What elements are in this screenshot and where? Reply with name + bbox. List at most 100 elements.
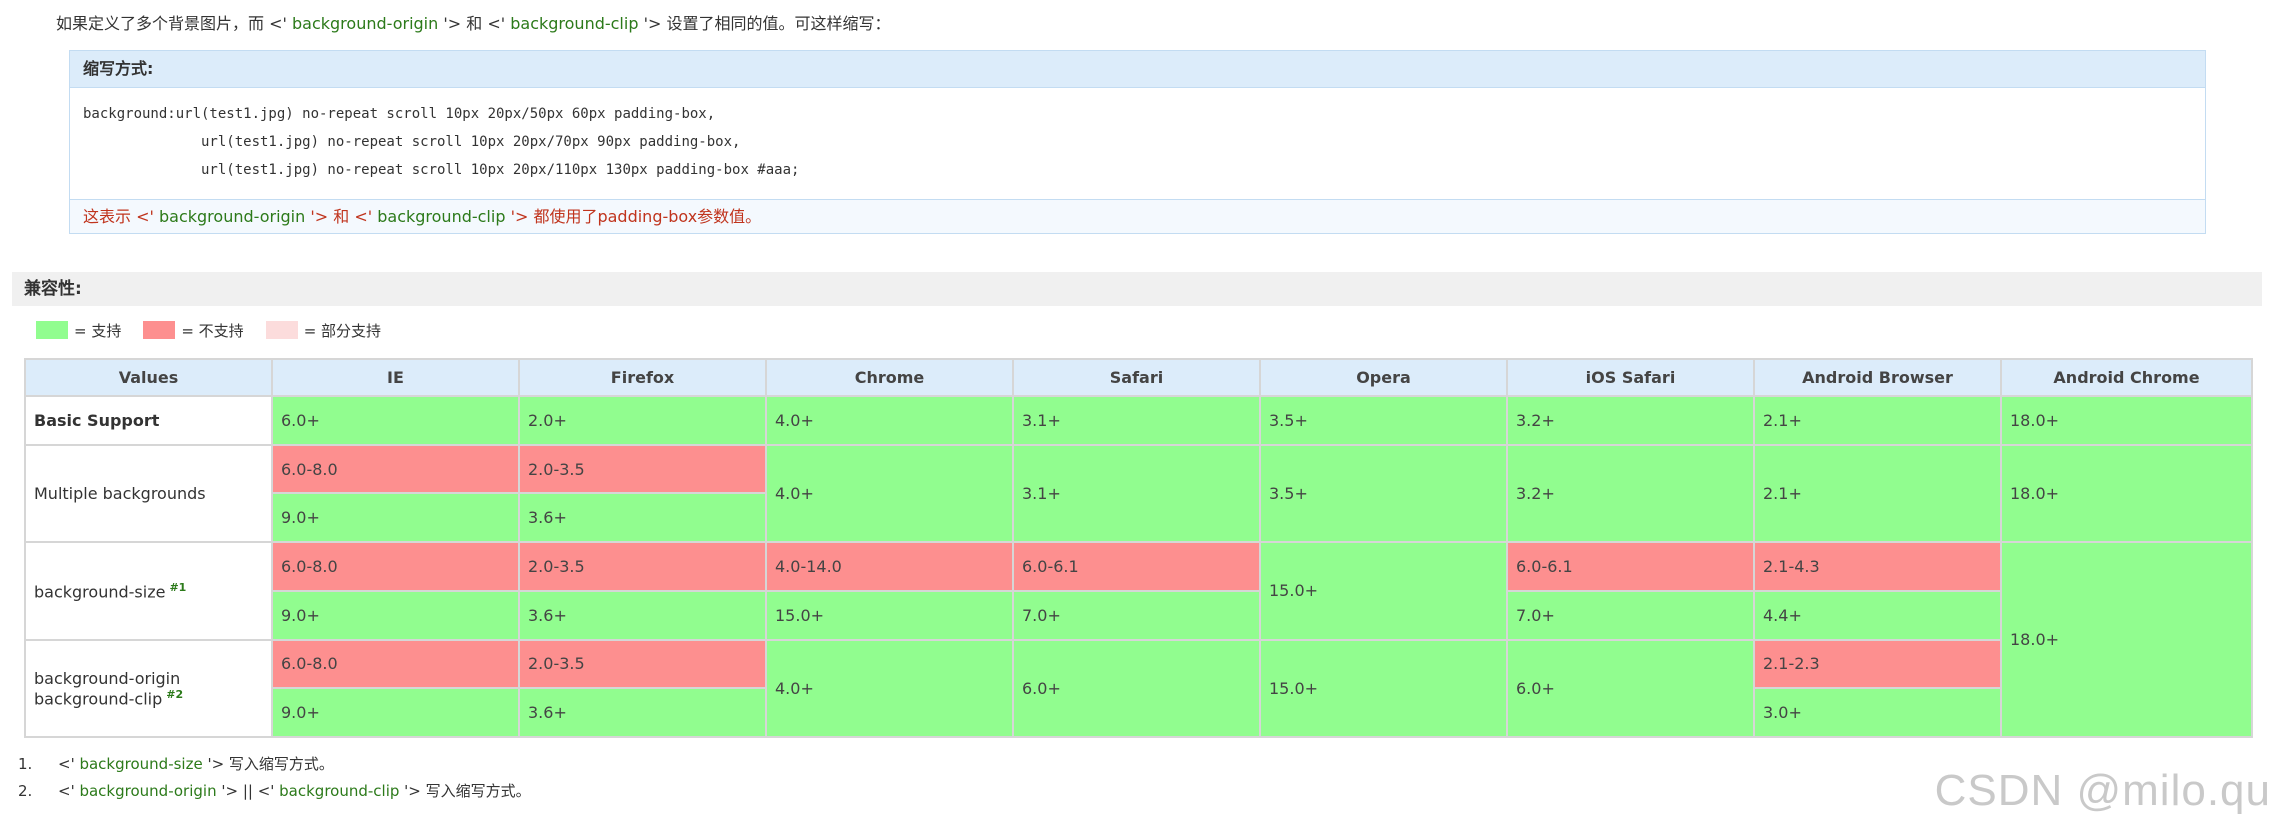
table-cell: 4.0-14.0 [765,541,1014,592]
table-cell: 3.6+ [518,589,767,641]
intro-prop-clip[interactable]: background-clip [505,14,644,33]
table-row: background-origin background-clip #2 6.0-8… [24,638,2252,739]
table-cell: 15.0+ [1259,638,1508,739]
table-row: Multiple backgrounds 6.0-8.0 2.0-3.5 4.0… [24,443,2253,544]
table-cell: 2.0-3.5 [518,541,767,592]
footnote-text: '> 写入缩写方式。 [404,782,531,800]
table-cell: 18.0+ [2000,443,2253,544]
table-cell: 2.0-3.5 [518,443,767,495]
header-ie: IE [271,358,520,397]
footer-prop-origin[interactable]: background-origin [153,207,311,226]
footer-mid: '> 和 <' [310,207,373,226]
table-cell: 9.0+ [271,589,520,641]
table-row: 9.0+ 3.6+ 15.0+ 7.0+ 7.0+ 4.4+ [25,589,2252,641]
watermark: CSDN @milo.qu [1934,766,2271,815]
table-row: Basic Support 6.0+ 2.0+ 4.0+ 3.1+ 3.5+ 3… [24,395,2253,446]
table-cell: 3.1+ [1012,443,1261,544]
table-cell: 3.6+ [518,492,767,544]
table-cell: 2.1-2.3 [1753,638,2002,690]
code-line: url(test1.jpg) no-repeat scroll 10px 20p… [83,162,800,178]
header-chrome: Chrome [765,358,1014,397]
table-cell: 3.1+ [1012,395,1261,446]
intro-prop-origin[interactable]: background-origin [286,14,444,33]
footer-suffix: '> 都使用了padding-box参数值。 [510,207,762,226]
table-cell: 4.0+ [765,638,1014,739]
note-footer: 这表示 <' background-origin '> 和 <' backgro… [70,200,2205,233]
row-label: Multiple backgrounds [24,443,273,544]
compat-section-title: 兼容性: [12,272,2262,306]
footer-prop-clip[interactable]: background-clip [372,207,511,226]
legend-unsupported: = 不支持 [143,320,244,341]
footnote-prop-link[interactable]: background-clip [274,782,405,800]
table-cell: 18.0+ [2000,541,2253,738]
table-cell: 6.0-6.1 [1012,541,1261,592]
code-block: background:url(test1.jpg) no-repeat scro… [70,88,2205,200]
table-cell: 2.1+ [1753,395,2002,446]
footnote-text: '> || <' [221,782,275,800]
header-safari: Safari [1012,358,1261,397]
compatibility-table: Values IE Firefox Chrome Safari Opera iO… [24,358,2253,739]
footnote-item: 1. <' background-size '> 写入缩写方式。 [18,751,531,778]
row-label: background-origin background-clip #2 [24,638,273,739]
table-cell: 4.0+ [765,395,1014,446]
legend-partial-label: = 部分支持 [303,321,382,340]
table-cell: 9.0+ [271,492,520,544]
header-android-chrome: Android Chrome [2000,358,2253,397]
shorthand-note-box: 缩写方式: background:url(test1.jpg) no-repea… [69,50,2206,234]
row-label-text: background-size [34,581,166,601]
code-line: background:url(test1.jpg) no-repeat scro… [83,106,716,122]
table-cell: 6.0+ [271,395,520,446]
table-cell: 3.2+ [1506,395,1755,446]
table-cell: 3.0+ [1753,687,2002,738]
table-cell: 6.0+ [1012,638,1261,739]
footnote-number: 1. [18,755,33,773]
footnote-ref-link[interactable]: #1 [169,580,187,594]
table-cell: 4.4+ [1753,589,2002,641]
footnotes: 1. <' background-size '> 写入缩写方式。 2. <' b… [18,751,531,805]
legend-unsupported-label: = 不支持 [181,321,244,340]
footnote-item: 2. <' background-origin '> || <' backgro… [18,778,531,805]
row-label: Basic Support [24,395,273,446]
table-cell: 6.0-6.1 [1506,541,1755,592]
footnote-number: 2. [18,782,33,800]
table-cell: 6.0+ [1506,638,1755,739]
header-opera: Opera [1259,358,1508,397]
footnote-prop-link[interactable]: background-size [74,755,208,773]
table-cell: 2.0-3.5 [518,638,767,690]
note-title: 缩写方式: [70,51,2205,88]
header-firefox: Firefox [518,358,767,397]
legend: = 支持 = 不支持 = 部分支持 [36,318,403,342]
swatch-unsupported [143,321,176,339]
row-label: background-size #1 [24,541,273,641]
row-label-text: background-origin [34,668,181,688]
intro-text: 如果定义了多个背景图片，而 <' background-origin '> 和 … [56,10,890,34]
swatch-supported [36,321,68,339]
table-cell: 2.1+ [1753,443,2002,544]
table-cell: 4.0+ [765,443,1014,544]
table-cell: 3.5+ [1259,443,1508,544]
intro-prefix: 如果定义了多个背景图片，而 <' [56,14,287,33]
table-cell: 7.0+ [1506,589,1755,641]
legend-partial: = 部分支持 [265,320,382,341]
footnote-text: <' [58,782,75,800]
table-cell: 15.0+ [765,589,1014,641]
intro-mid: '> 和 <' [443,14,506,33]
table-cell: 3.2+ [1506,443,1755,544]
footnote-prop-link[interactable]: background-origin [74,782,222,800]
footnote-text: '> 写入缩写方式。 [207,755,334,773]
table-header-row: Values IE Firefox Chrome Safari Opera iO… [24,358,2253,397]
footer-prefix: 这表示 <' [83,207,154,226]
table-row: background-size #1 6.0-8.0 2.0-3.5 4.0-14… [24,541,2253,738]
table-cell: 15.0+ [1259,541,1508,641]
table-row: 9.0+ 3.6+ [25,492,2252,544]
footnote-ref-link[interactable]: #2 [166,687,184,701]
legend-supported-label: = 支持 [74,321,122,340]
header-android-browser: Android Browser [1753,358,2002,397]
table-cell: 2.1-4.3 [1753,541,2002,592]
code-line: url(test1.jpg) no-repeat scroll 10px 20p… [83,134,741,150]
table-cell: 9.0+ [271,687,520,738]
table-cell: 6.0-8.0 [271,638,520,690]
header-values: Values [24,358,273,397]
table-cell: 7.0+ [1012,589,1261,641]
legend-supported: = 支持 [36,320,121,341]
